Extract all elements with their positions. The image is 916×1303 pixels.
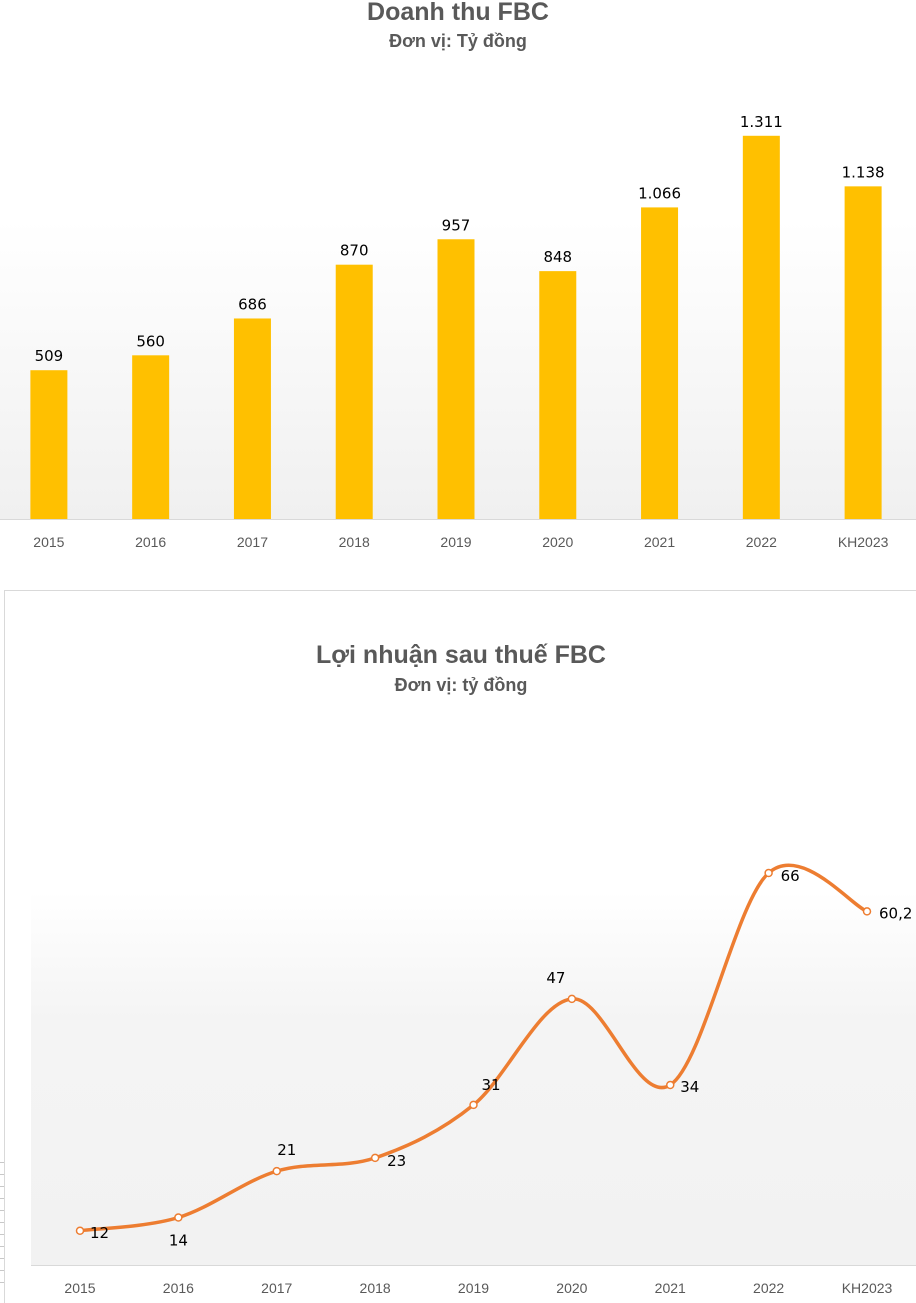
profit-point-2015 bbox=[75, 1226, 85, 1235]
revenue-x-tick-label: 2016 bbox=[135, 534, 166, 550]
revenue-x-tick-label: 2022 bbox=[746, 534, 777, 550]
revenue-data-label: 848 bbox=[543, 248, 572, 266]
revenue-chart-panel: Doanh thu FBC Đơn vị: Tỷ đồng 509 2015 560… bbox=[0, 0, 916, 580]
profit-data-label: 31 bbox=[482, 1076, 501, 1094]
revenue-chart-title: Doanh thu FBC bbox=[367, 0, 549, 26]
plot-area-background bbox=[31, 891, 916, 1265]
revenue-x-tick-label: KH2023 bbox=[838, 534, 889, 550]
revenue-bar-KH2023 bbox=[844, 186, 882, 519]
profit-data-label: 23 bbox=[387, 1152, 406, 1170]
profit-point-2019 bbox=[469, 1100, 478, 1110]
revenue-bar-2015 bbox=[30, 370, 68, 519]
profit-point-2018 bbox=[370, 1153, 380, 1163]
profit-x-tick-label: 2018 bbox=[360, 1280, 391, 1296]
profit-point-2017 bbox=[272, 1166, 281, 1176]
profit-chart-subtitle: Đơn vị: tỷ đồng bbox=[394, 675, 528, 695]
revenue-x-tick-label: 2017 bbox=[237, 534, 268, 550]
revenue-x-tick-label: 2021 bbox=[644, 534, 675, 550]
revenue-bar-2021 bbox=[641, 207, 679, 519]
revenue-data-label: 509 bbox=[35, 347, 64, 365]
profit-x-tick-label: 2021 bbox=[655, 1280, 686, 1296]
profit-x-tick-label: 2020 bbox=[556, 1280, 587, 1296]
revenue-x-tick-label: 2018 bbox=[339, 534, 370, 550]
revenue-x-tick-label: 2015 bbox=[33, 534, 64, 550]
profit-data-label: 12 bbox=[90, 1224, 109, 1242]
profit-point-KH2023 bbox=[862, 907, 872, 916]
profit-point-2021 bbox=[666, 1080, 675, 1090]
revenue-bar-2016 bbox=[132, 355, 170, 519]
profit-chart-title: Lợi nhuận sau thuế FBC bbox=[316, 641, 606, 669]
revenue-bar-2020 bbox=[539, 271, 577, 519]
revenue-bar-2017 bbox=[233, 318, 271, 519]
revenue-data-label: 1.138 bbox=[842, 163, 885, 181]
revenue-chart-subtitle: Đơn vị: Tỷ đồng bbox=[389, 31, 527, 51]
profit-data-label: 60,2 bbox=[879, 904, 912, 922]
revenue-x-tick-label: 2020 bbox=[542, 534, 573, 550]
profit-x-tick-label: KH2023 bbox=[842, 1280, 893, 1296]
revenue-x-tick-label: 2019 bbox=[440, 534, 471, 550]
profit-data-label: 47 bbox=[546, 969, 565, 987]
revenue-bar-2019 bbox=[437, 239, 475, 519]
revenue-bar-2022 bbox=[742, 135, 780, 520]
profit-chart-panel: Lợi nhuận sau thuế FBC Đơn vị: tỷ đồng 1… bbox=[4, 590, 916, 1303]
revenue-data-label: 1.066 bbox=[638, 184, 681, 202]
profit-series-line bbox=[78, 863, 869, 1233]
profit-point-2022 bbox=[764, 868, 773, 878]
profit-data-label: 66 bbox=[781, 867, 800, 885]
revenue-data-label: 686 bbox=[238, 295, 267, 313]
revenue-data-label: 870 bbox=[340, 242, 369, 260]
profit-point-2016 bbox=[174, 1213, 183, 1222]
revenue-data-label: 560 bbox=[136, 332, 165, 350]
revenue-bar-chart: 509 2015 560 2016 686 2017 870 2018 957 2019 848 20… bbox=[0, 113, 916, 550]
profit-x-tick-label: 2015 bbox=[64, 1280, 95, 1296]
profit-data-label: 21 bbox=[277, 1141, 296, 1159]
revenue-data-label: 1.311 bbox=[740, 113, 783, 131]
profit-x-tick-label: 2016 bbox=[163, 1280, 194, 1296]
profit-x-tick-label: 2017 bbox=[261, 1280, 292, 1296]
profit-line-chart: 12 2015 14 2016 21 2017 23 2018 31 2019 47 2020 34 20… bbox=[31, 863, 916, 1296]
profit-data-label: 34 bbox=[680, 1078, 699, 1096]
revenue-bar-2018 bbox=[335, 264, 373, 519]
revenue-data-label: 957 bbox=[442, 216, 471, 234]
sheet-gridline-fragment bbox=[0, 1162, 4, 1302]
profit-x-tick-label: 2019 bbox=[458, 1280, 489, 1296]
profit-data-label: 14 bbox=[169, 1232, 188, 1250]
profit-x-tick-label: 2022 bbox=[753, 1280, 784, 1296]
profit-point-2020 bbox=[567, 994, 577, 1004]
